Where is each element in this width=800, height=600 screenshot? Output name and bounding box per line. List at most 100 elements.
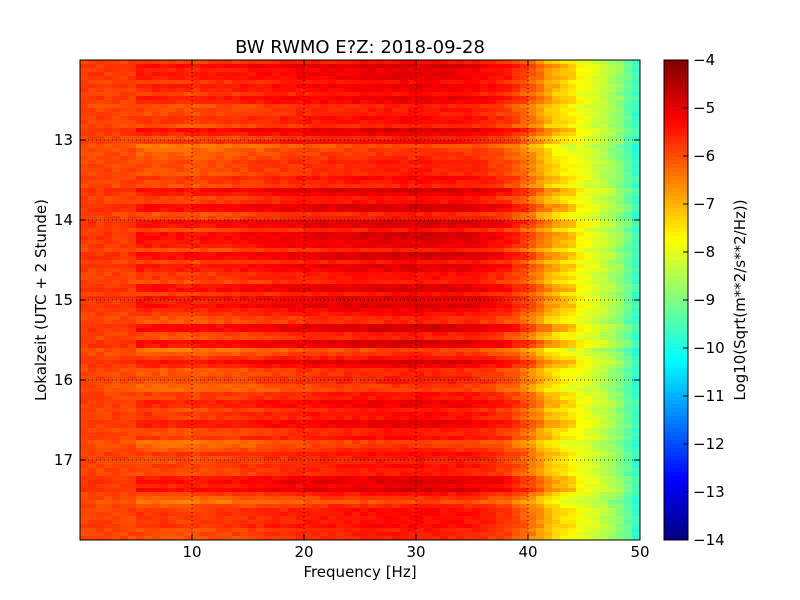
- heatmap-cell: [464, 84, 473, 89]
- heatmap-cell: [320, 228, 329, 233]
- heatmap-cell: [144, 148, 153, 153]
- heatmap-cell: [80, 120, 89, 125]
- heatmap-cell: [336, 104, 345, 109]
- heatmap-cell: [264, 112, 273, 117]
- heatmap-cell: [600, 120, 609, 125]
- heatmap-cell: [592, 244, 601, 249]
- heatmap-cell: [224, 144, 233, 149]
- heatmap-cell: [392, 176, 401, 181]
- heatmap-cell: [512, 328, 521, 333]
- heatmap-cell: [320, 168, 329, 173]
- heatmap-cell: [504, 144, 513, 149]
- heatmap-cell: [80, 228, 89, 233]
- heatmap-cell: [456, 232, 465, 237]
- heatmap-cell: [384, 228, 393, 233]
- heatmap-cell: [184, 116, 193, 121]
- heatmap-cell: [328, 328, 337, 333]
- heatmap-cell: [320, 80, 329, 85]
- heatmap-cell: [192, 132, 201, 137]
- heatmap-cell: [504, 140, 513, 145]
- heatmap-cell: [624, 340, 633, 345]
- heatmap-cell: [112, 132, 121, 137]
- heatmap-cell: [424, 104, 433, 109]
- heatmap-cell: [464, 128, 473, 133]
- heatmap-cell: [160, 84, 169, 89]
- heatmap-cell: [552, 260, 561, 265]
- heatmap-cell: [128, 236, 137, 241]
- heatmap-cell: [160, 180, 169, 185]
- heatmap-cell: [496, 104, 505, 109]
- heatmap-cell: [104, 324, 113, 329]
- heatmap-cell: [344, 280, 353, 285]
- heatmap-cell: [88, 328, 97, 333]
- heatmap-cell: [208, 96, 217, 101]
- heatmap-cell: [184, 64, 193, 69]
- heatmap-cell: [368, 332, 377, 337]
- heatmap-cell: [440, 212, 449, 217]
- heatmap-cell: [248, 80, 257, 85]
- heatmap-cell: [392, 92, 401, 97]
- heatmap-cell: [624, 228, 633, 233]
- heatmap-cell: [304, 92, 313, 97]
- heatmap-cell: [320, 236, 329, 241]
- heatmap-cell: [528, 72, 537, 77]
- heatmap-cell: [528, 300, 537, 305]
- heatmap-cell: [424, 304, 433, 309]
- heatmap-cell: [632, 268, 641, 273]
- heatmap-cell: [232, 308, 241, 313]
- heatmap-cell: [272, 128, 281, 133]
- heatmap-cell: [608, 148, 617, 153]
- heatmap-cell: [232, 212, 241, 217]
- heatmap-cell: [552, 100, 561, 105]
- heatmap-cell: [272, 208, 281, 213]
- heatmap-cell: [504, 320, 513, 325]
- heatmap-cell: [560, 184, 569, 189]
- heatmap-cell: [176, 60, 185, 65]
- heatmap-cell: [528, 256, 537, 261]
- heatmap-cell: [272, 120, 281, 125]
- heatmap-cell: [480, 116, 489, 121]
- heatmap-cell: [352, 104, 361, 109]
- heatmap-cell: [200, 328, 209, 333]
- heatmap-cell: [336, 260, 345, 265]
- heatmap-cell: [176, 76, 185, 81]
- heatmap-cell: [496, 100, 505, 105]
- heatmap-cell: [200, 312, 209, 317]
- heatmap-cell: [528, 152, 537, 157]
- heatmap-cell: [232, 164, 241, 169]
- heatmap-cell: [448, 260, 457, 265]
- heatmap-cell: [408, 312, 417, 317]
- heatmap-cell: [512, 76, 521, 81]
- heatmap-cell: [472, 316, 481, 321]
- heatmap-cell: [528, 108, 537, 113]
- heatmap-cell: [544, 300, 553, 305]
- heatmap-cell: [160, 284, 169, 289]
- heatmap-cell: [616, 200, 625, 205]
- heatmap-cell: [504, 92, 513, 97]
- heatmap-cell: [464, 232, 473, 237]
- heatmap-cell: [584, 124, 593, 129]
- heatmap-cell: [104, 308, 113, 313]
- heatmap-cell: [288, 320, 297, 325]
- heatmap-cell: [232, 168, 241, 173]
- heatmap-cell: [312, 68, 321, 73]
- heatmap-cell: [192, 296, 201, 301]
- heatmap-cell: [576, 148, 585, 153]
- heatmap-cell: [456, 64, 465, 69]
- heatmap-cell: [136, 244, 145, 249]
- heatmap-cell: [264, 336, 273, 341]
- heatmap-cell: [536, 260, 545, 265]
- heatmap-cell: [160, 176, 169, 181]
- heatmap-cell: [88, 224, 97, 229]
- heatmap-cell: [152, 72, 161, 77]
- heatmap-cell: [136, 152, 145, 157]
- heatmap-cell: [96, 228, 105, 233]
- heatmap-cell: [368, 136, 377, 141]
- heatmap-cell: [312, 316, 321, 321]
- heatmap-cell: [256, 284, 265, 289]
- heatmap-cell: [416, 76, 425, 81]
- heatmap-cell: [464, 200, 473, 205]
- heatmap-cell: [328, 112, 337, 117]
- heatmap-cell: [184, 68, 193, 73]
- heatmap-cell: [504, 296, 513, 301]
